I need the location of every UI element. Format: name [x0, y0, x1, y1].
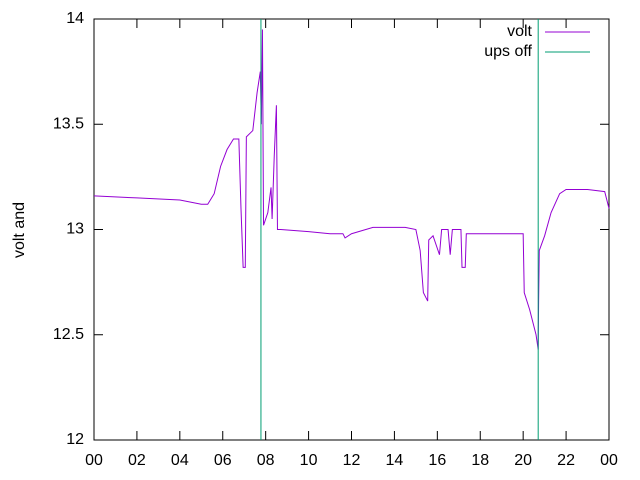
x-tick-label: 12	[343, 452, 361, 469]
x-tick-label: 08	[257, 452, 275, 469]
y-tick-label: 14	[66, 10, 84, 27]
x-tick-label: 18	[471, 452, 489, 469]
x-tick-label: 06	[214, 452, 232, 469]
series-line	[93, 29, 610, 350]
x-tick-label: 10	[300, 452, 318, 469]
y-axis-label: volt and	[11, 202, 28, 258]
y-tick-label: 13.5	[53, 115, 84, 132]
x-tick-label: 16	[428, 452, 446, 469]
y-tick-label: 12	[66, 431, 84, 448]
y-tick-label: 13	[66, 221, 84, 238]
legend-label: volt	[507, 23, 532, 40]
y-tick-label: 12.5	[53, 326, 84, 343]
x-tick-label: 22	[557, 452, 575, 469]
x-tick-label: 00	[600, 452, 618, 469]
plot-frame	[93, 18, 610, 441]
x-tick-label: 00	[85, 452, 103, 469]
x-tick-label: 14	[386, 452, 404, 469]
x-tick-label: 04	[171, 452, 189, 469]
legend-label: ups off	[484, 43, 532, 60]
x-tick-label: 20	[514, 452, 532, 469]
x-tick-label: 02	[128, 452, 146, 469]
